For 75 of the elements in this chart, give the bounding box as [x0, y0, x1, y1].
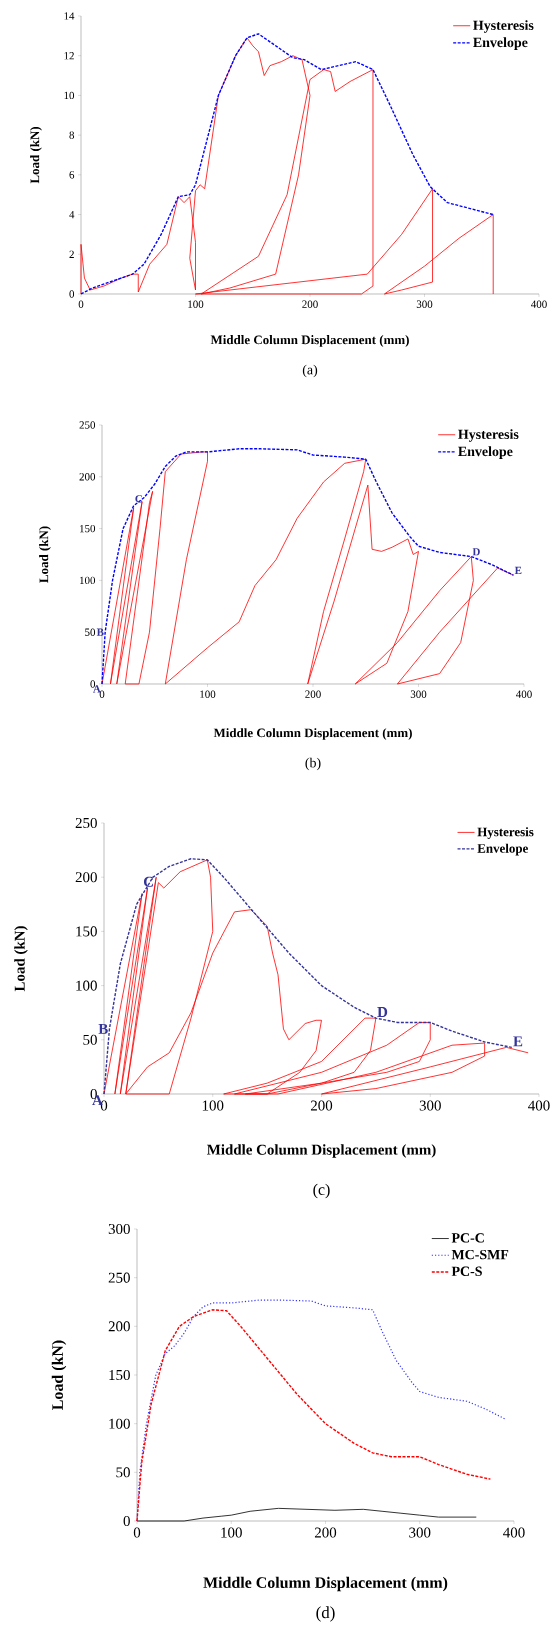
y-tick-label: 6 [69, 171, 75, 179]
y-tick-label: 100 [109, 1418, 130, 1429]
x-axis-title: Middle Column Displacement (mm) [206, 1144, 436, 1158]
text: (c) [313, 1183, 330, 1199]
x-tick-label: 100 [202, 1100, 224, 1111]
x-tick-label: 400 [516, 690, 532, 698]
x-tick-label: 400 [528, 1100, 550, 1111]
x-tick-label: 300 [419, 1100, 441, 1111]
legend-label: Envelope [458, 446, 513, 459]
x-axis-title: Middle Column Displacement (mm) [203, 1576, 448, 1592]
y-tick-label: 10 [64, 91, 75, 100]
x-axis-title: Middle Column Displacement (mm) [210, 335, 409, 347]
y-tick-label: 4 [69, 210, 75, 219]
annotation: C [144, 876, 153, 887]
y-tick-label: 150 [76, 926, 97, 937]
x-tick-label: 0 [133, 1527, 141, 1538]
annotation: E [514, 566, 522, 575]
y-tick-label: 0 [69, 290, 75, 298]
y-tick-label: 200 [108, 1321, 130, 1332]
text: (a) [302, 364, 318, 378]
y-axis-title: Load (kN) [39, 526, 51, 583]
x-tick-label: 200 [314, 1527, 337, 1538]
y-axis-title: Load (kN) [14, 926, 28, 992]
legend-label: PC-S [451, 1266, 482, 1276]
y-tick-label: 50 [83, 1034, 97, 1045]
annotation: D [377, 1007, 388, 1017]
y-tick-label: 250 [75, 817, 97, 829]
annotation: D [472, 548, 480, 556]
y-tick-label: 200 [79, 473, 96, 481]
x-tick-label: 300 [416, 300, 433, 308]
x-tick-label: 300 [409, 1527, 431, 1538]
x-tick-label: 400 [503, 1527, 525, 1538]
x-tick-label: 0 [99, 690, 105, 698]
y-tick-label: 150 [80, 524, 96, 533]
y-tick-label: 2 [69, 250, 74, 258]
legend-label: Envelope [477, 843, 528, 856]
text: (d) [316, 1606, 335, 1622]
annotation: B [96, 628, 104, 636]
x-tick-label: 100 [188, 300, 204, 308]
legend-label: MC-SMF [451, 1249, 509, 1260]
y-tick-label: 50 [85, 628, 96, 636]
annotation: E [513, 1036, 523, 1047]
x-tick-label: 200 [310, 1100, 333, 1111]
legend-label: Hysteresis [477, 827, 534, 839]
y-tick-label: 150 [109, 1369, 130, 1381]
y-tick-label: 0 [90, 680, 96, 688]
y-tick-label: 100 [80, 576, 96, 585]
y-tick-label: 300 [108, 1223, 130, 1235]
y-axis-title: Load (kN) [51, 1340, 67, 1410]
x-tick-label: 200 [302, 300, 318, 308]
x-tick-label: 400 [531, 300, 547, 308]
x-axis-title: Middle Column Displacement (mm) [213, 728, 412, 740]
y-axis-title: Load (kN) [30, 126, 42, 184]
text: (b) [305, 757, 321, 771]
x-tick-label: 0 [100, 1100, 108, 1111]
legend-label: Hysteresis [458, 429, 519, 442]
y-tick-label: 50 [116, 1467, 130, 1478]
y-tick-label: 100 [76, 980, 97, 991]
annotation: A [93, 685, 101, 693]
x-tick-label: 100 [221, 1527, 242, 1538]
legend-label: Hysteresis [473, 20, 534, 33]
y-tick-label: 250 [79, 421, 96, 429]
y-tick-label: 12 [64, 52, 74, 60]
x-tick-label: 300 [410, 690, 427, 698]
y-tick-label: 200 [75, 872, 97, 883]
y-tick-label: 0 [123, 1515, 130, 1527]
y-tick-label: 8 [69, 131, 75, 139]
x-tick-label: 100 [200, 690, 216, 698]
annotation: B [98, 1024, 108, 1034]
x-tick-label: 200 [305, 690, 321, 698]
legend-label: PC-C [451, 1233, 484, 1243]
y-tick-label: 250 [108, 1272, 130, 1283]
legend-label: Envelope [473, 37, 528, 50]
y-tick-label: 14 [64, 12, 75, 20]
annotation: C [135, 495, 142, 503]
